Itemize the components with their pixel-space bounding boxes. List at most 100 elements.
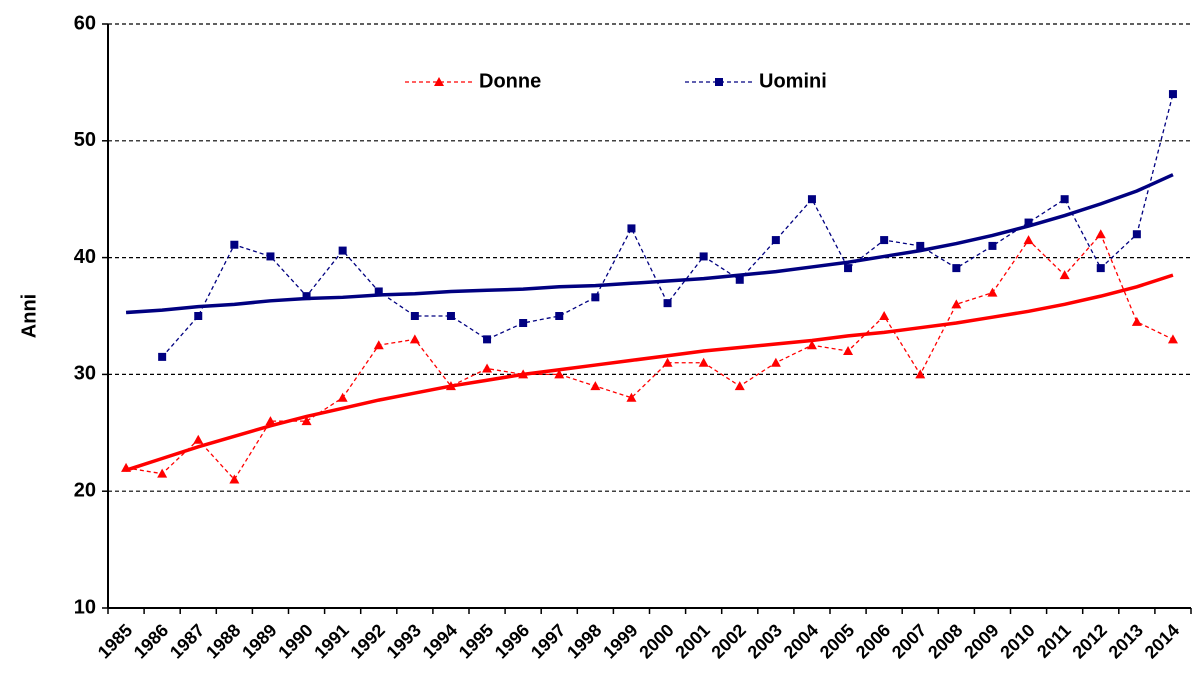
data-point — [591, 293, 600, 302]
legend-label: Uomini — [759, 70, 827, 92]
x-tick-label: 2001 — [671, 620, 713, 662]
data-point — [1168, 90, 1177, 99]
data-point — [518, 369, 529, 379]
x-tick-label: 1998 — [563, 620, 605, 662]
data-point — [229, 474, 240, 484]
data-point — [770, 357, 781, 367]
data-point — [844, 264, 853, 273]
x-tick-label: 1989 — [238, 620, 280, 662]
x-tick-label: 1991 — [310, 620, 352, 662]
data-point — [158, 352, 167, 361]
x-tick-label: 2005 — [816, 620, 858, 662]
y-tick-label: 10 — [74, 596, 96, 618]
legend-label: Donne — [479, 70, 541, 92]
data-point — [157, 468, 168, 478]
data-point — [483, 335, 492, 344]
data-point — [373, 340, 384, 350]
data-point — [1167, 334, 1178, 344]
x-tick-label: 2011 — [1033, 620, 1075, 662]
series-line — [161, 93, 1174, 358]
x-tick-label: 1985 — [94, 620, 136, 662]
y-tick-label: 20 — [74, 479, 96, 501]
data-point — [194, 312, 203, 320]
data-point — [519, 319, 528, 328]
legend-marker — [715, 78, 723, 86]
data-point — [337, 392, 348, 402]
x-tick-label: 1997 — [527, 620, 569, 662]
data-point — [410, 312, 419, 320]
x-tick-label: 2002 — [707, 620, 749, 662]
y-tick-label: 60 — [74, 12, 96, 34]
data-point — [1023, 235, 1034, 245]
data-point — [230, 240, 239, 249]
x-tick-label: 1995 — [455, 620, 497, 662]
data-point — [302, 292, 311, 301]
x-tick-label: 2013 — [1105, 620, 1147, 662]
x-tick-label: 2014 — [1141, 620, 1183, 662]
data-point — [193, 434, 204, 444]
trend-line — [125, 273, 1174, 472]
data-point — [916, 241, 925, 250]
y-tick-label: 30 — [74, 363, 96, 385]
trend-line — [125, 173, 1174, 315]
x-tick-label: 1988 — [202, 620, 244, 662]
x-tick-label: 2006 — [852, 620, 894, 662]
data-point — [734, 381, 745, 391]
data-point — [843, 346, 854, 356]
data-point — [445, 381, 456, 391]
y-axis-label: Anni — [18, 294, 40, 338]
data-point — [806, 340, 817, 350]
x-tick-label: 1999 — [599, 620, 641, 662]
data-point — [121, 462, 132, 472]
data-point — [555, 312, 564, 320]
data-point — [1024, 218, 1033, 227]
data-point — [663, 299, 672, 308]
data-point — [807, 195, 816, 204]
data-point — [879, 311, 890, 320]
data-point — [1095, 229, 1106, 239]
data-point — [1132, 230, 1141, 239]
data-point — [338, 246, 347, 255]
data-point — [1060, 195, 1069, 204]
data-point — [1096, 264, 1105, 273]
series-line — [125, 233, 1174, 481]
x-tick-label: 2003 — [744, 620, 786, 662]
data-point — [952, 264, 961, 273]
x-tick-label: 2008 — [924, 620, 966, 662]
data-point — [301, 416, 312, 426]
data-point — [988, 241, 997, 250]
data-point — [771, 236, 780, 245]
data-point — [446, 312, 455, 320]
data-point — [627, 224, 636, 233]
x-tick-label: 1987 — [166, 620, 208, 662]
data-point — [265, 416, 276, 426]
x-tick-label: 1994 — [419, 620, 461, 662]
x-tick-label: 2009 — [960, 620, 1002, 662]
data-point — [987, 287, 998, 297]
x-tick-label: 1990 — [274, 620, 316, 662]
data-point — [626, 392, 637, 402]
x-tick-label: 2010 — [996, 620, 1038, 662]
y-tick-label: 40 — [74, 246, 96, 268]
data-point — [951, 299, 962, 309]
data-point — [880, 236, 889, 245]
y-tick-label: 50 — [74, 129, 96, 151]
data-point — [1131, 316, 1142, 326]
x-tick-label: 2012 — [1068, 620, 1110, 662]
data-point — [409, 334, 420, 344]
legend-marker — [434, 77, 444, 86]
x-tick-label: 1993 — [383, 620, 425, 662]
data-point — [266, 252, 275, 261]
data-point — [698, 357, 709, 367]
x-tick-label: 2004 — [780, 620, 822, 662]
data-point — [735, 275, 744, 284]
x-tick-label: 2000 — [635, 620, 677, 662]
data-point — [374, 287, 383, 296]
data-point — [662, 357, 673, 367]
data-point — [554, 369, 565, 379]
data-point — [699, 252, 708, 261]
x-tick-label: 1996 — [491, 620, 533, 662]
x-tick-label: 1986 — [130, 620, 172, 662]
data-point — [1059, 270, 1070, 280]
